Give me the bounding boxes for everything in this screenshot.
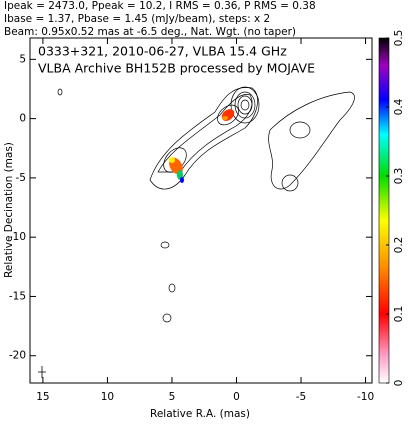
x-tick-label: 10 <box>101 391 114 403</box>
plot-title: 0333+321, 2010-06-27, VLBA 15.4 GHz <box>38 44 287 59</box>
y-tick-label: 0 <box>19 113 26 125</box>
colorbar-tick-label: 0.1 <box>393 306 405 323</box>
x-tick-label: -5 <box>296 391 306 403</box>
plot-frame <box>29 37 373 384</box>
y-tick-label: -10 <box>9 231 26 243</box>
x-axis-label: Relative R.A. (mas) <box>150 408 250 420</box>
x-tick-label: 15 <box>36 391 49 403</box>
colorbar-tick-label: 0.4 <box>393 98 405 115</box>
y-tick-label: -20 <box>9 350 26 362</box>
y-tick-label: 5 <box>19 53 26 65</box>
y-tick-label: -5 <box>16 172 26 184</box>
y-axis-label: Relative Decination (mas) <box>3 142 15 278</box>
plot-subtitle: VLBA Archive BH152B processed by MOJAVE <box>38 61 315 76</box>
y-tick-label: -15 <box>9 290 26 302</box>
colorbar-tick-label: 0.2 <box>393 237 405 254</box>
colorbar-tick-label: 0.3 <box>393 168 405 185</box>
contours <box>57 86 355 323</box>
polarization-patches <box>169 109 235 183</box>
x-tick-label: -10 <box>357 391 374 403</box>
header-line: Ipeak = 2473.0, Ppeak = 10.2, I RMS = 0.… <box>4 0 316 12</box>
x-tick-label: 5 <box>169 391 176 403</box>
x-tick-label: 0 <box>233 391 240 403</box>
header-line: Ibase = 1.37, Pbase = 1.45 (mJy/beam), s… <box>4 13 270 25</box>
header-line: Beam: 0.95x0.52 mas at -6.5 deg., Nat. W… <box>4 26 296 38</box>
colorbar-tick-label: 0 <box>393 380 405 387</box>
colorbar <box>378 37 390 384</box>
beam <box>38 366 46 378</box>
colorbar-tick-label: 0.5 <box>393 30 405 47</box>
